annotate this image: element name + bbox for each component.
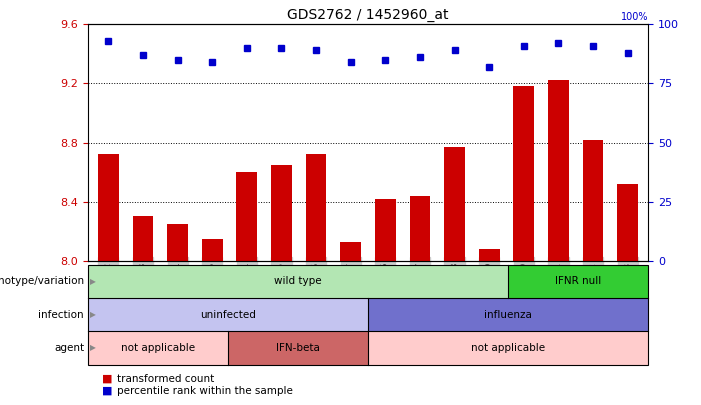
Text: not applicable: not applicable bbox=[121, 343, 195, 353]
Text: 100%: 100% bbox=[621, 12, 648, 22]
Text: ■: ■ bbox=[102, 374, 112, 384]
Text: percentile rank within the sample: percentile rank within the sample bbox=[117, 386, 293, 396]
Text: IFNR null: IFNR null bbox=[555, 277, 601, 286]
Bar bbox=[375, 199, 396, 261]
Bar bbox=[583, 140, 604, 261]
Text: agent: agent bbox=[54, 343, 84, 353]
Bar bbox=[202, 239, 223, 261]
Text: genotype/variation: genotype/variation bbox=[0, 277, 84, 286]
Text: IFN-beta: IFN-beta bbox=[276, 343, 320, 353]
Text: wild type: wild type bbox=[274, 277, 322, 286]
Text: ▶: ▶ bbox=[90, 343, 95, 352]
Text: uninfected: uninfected bbox=[200, 310, 256, 320]
Text: infection: infection bbox=[39, 310, 84, 320]
Bar bbox=[409, 196, 430, 261]
Bar bbox=[340, 242, 361, 261]
Bar bbox=[132, 216, 154, 261]
Text: not applicable: not applicable bbox=[471, 343, 545, 353]
Bar bbox=[98, 154, 118, 261]
Bar bbox=[271, 165, 292, 261]
Bar bbox=[618, 184, 638, 261]
Bar bbox=[306, 154, 327, 261]
Bar bbox=[168, 224, 188, 261]
Title: GDS2762 / 1452960_at: GDS2762 / 1452960_at bbox=[287, 8, 449, 22]
Bar bbox=[236, 172, 257, 261]
Bar bbox=[513, 86, 534, 261]
Text: ▶: ▶ bbox=[90, 310, 95, 319]
Text: transformed count: transformed count bbox=[117, 374, 215, 384]
Bar bbox=[548, 81, 569, 261]
Text: ▶: ▶ bbox=[90, 277, 95, 286]
Text: influenza: influenza bbox=[484, 310, 532, 320]
Bar bbox=[444, 147, 465, 261]
Text: ■: ■ bbox=[102, 386, 112, 396]
Bar bbox=[479, 249, 500, 261]
